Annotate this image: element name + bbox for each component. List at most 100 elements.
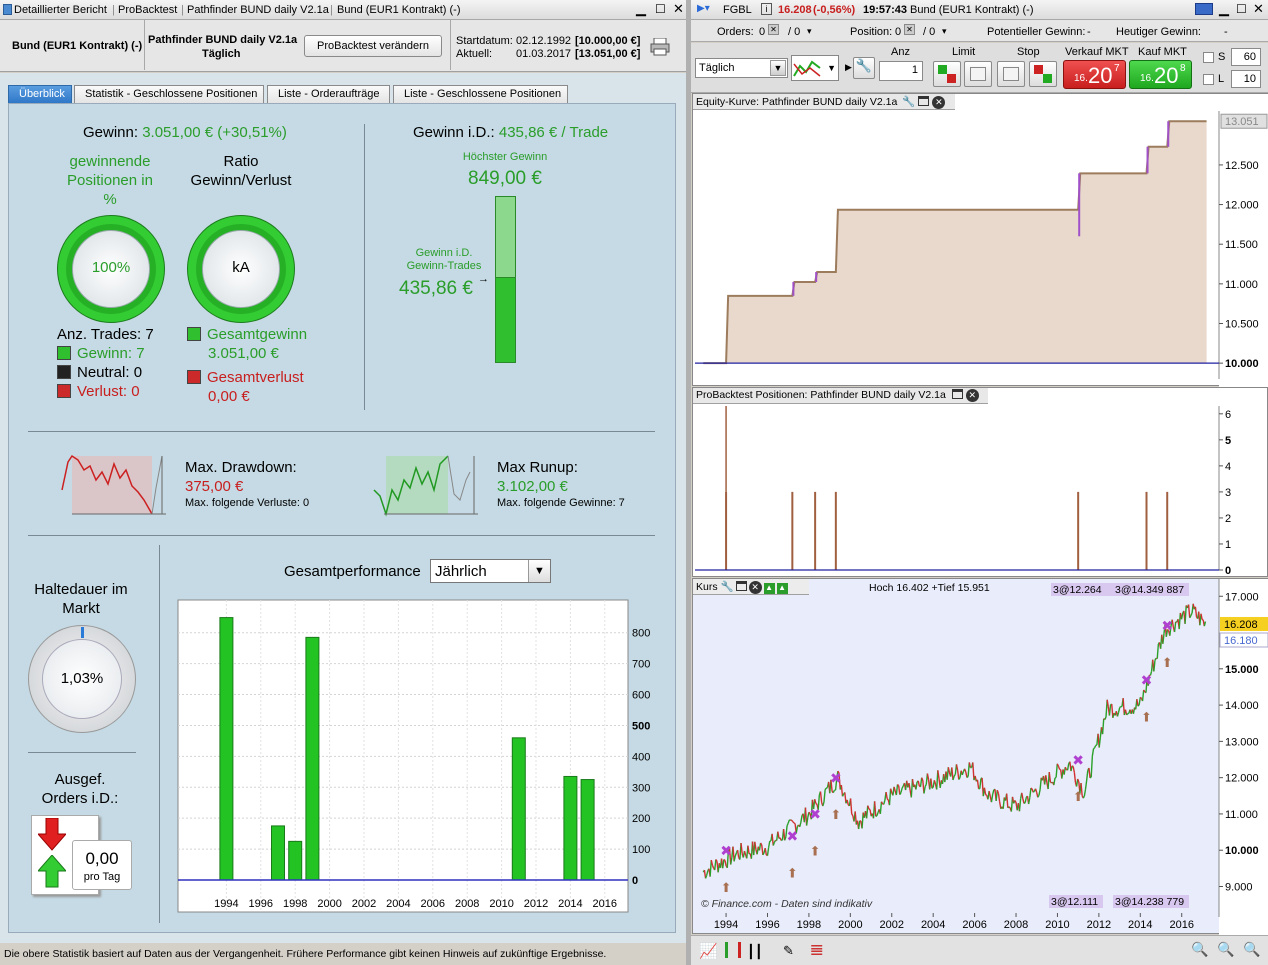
price-candle [998, 801, 1002, 809]
window-icon[interactable] [951, 389, 963, 399]
orders-dropdown-icon[interactable]: ▾ [807, 26, 812, 36]
price-candle [840, 784, 844, 797]
stop-buy-button[interactable] [997, 61, 1025, 87]
pen-icon[interactable]: ✎ [783, 943, 794, 958]
s-input[interactable]: 60 [1231, 48, 1261, 66]
price-candle [937, 770, 940, 779]
window-icon[interactable] [735, 581, 747, 591]
price-candle [743, 850, 747, 856]
printer-icon[interactable] [650, 38, 670, 56]
wrench-icon[interactable]: 🔧 [853, 57, 875, 79]
up-arrow-icon[interactable]: ▲ [776, 583, 788, 594]
price-candle [834, 778, 838, 791]
info-icon[interactable]: i [761, 3, 772, 15]
price-candle [1039, 777, 1042, 790]
price-candle [711, 864, 715, 869]
close-circle-icon[interactable]: ✕ [748, 581, 762, 594]
indicator-icon[interactable]: 𝌆 [810, 942, 824, 959]
window-splitter[interactable] [686, 0, 691, 965]
l-checkbox[interactable] [1203, 74, 1214, 85]
tab-detail-report[interactable]: Detaillierter Bericht [14, 4, 107, 16]
price-candle [1111, 704, 1114, 718]
tab-system[interactable]: Pathfinder BUND daily V2.1a [187, 4, 329, 16]
up-arrow-icon[interactable]: ▲ [763, 583, 775, 594]
close-circle-icon[interactable]: ✕ [965, 389, 979, 402]
y-tick-label: 100 [632, 844, 650, 856]
close-icon[interactable]: ✕ [673, 1, 684, 16]
trade-label: 3@14.238 779 [1115, 896, 1184, 908]
price-candle [1147, 675, 1151, 686]
chart-type-button[interactable]: ▼ [791, 55, 839, 81]
price-candle [924, 784, 927, 788]
price-candle [830, 779, 833, 792]
tab-closed-positions[interactable]: Liste - Geschlossene Positionen [393, 85, 568, 103]
quantity-input[interactable]: 1 [879, 61, 923, 81]
price-candle [911, 779, 915, 788]
price-candle [1122, 698, 1125, 716]
maximize-icon-right[interactable]: ☐ [1236, 2, 1247, 16]
zoom-out-icon[interactable]: 🔍 [1191, 941, 1209, 957]
price-candle [857, 820, 861, 830]
wrench-icon[interactable]: 🔧 [720, 581, 734, 593]
price-candle [947, 767, 951, 774]
buy-market-button[interactable]: 16. 20 8 [1129, 60, 1192, 89]
minimize-icon[interactable]: ▁ [636, 1, 646, 16]
stop-sell-button[interactable] [1029, 61, 1057, 87]
candlestick-icon[interactable] [725, 942, 741, 958]
maximize-icon[interactable]: ☐ [655, 2, 666, 16]
tab-order-list[interactable]: Liste - Orderaufträge [267, 85, 390, 103]
price-candle [706, 870, 709, 876]
y-tick-label: 11.000 [1225, 279, 1258, 291]
performance-chart: 800 700 600 500 400 300 200 100 0 1994 1996 1998 200… [177, 599, 650, 913]
keyboard-icon[interactable] [1195, 3, 1213, 15]
minimize-icon-right[interactable]: ▁ [1219, 1, 1229, 16]
price-panel: 17.000 15.000 14.000 13.000 12.000 11.000 10.0… [692, 578, 1268, 935]
s-checkbox[interactable] [1203, 52, 1214, 63]
expand-icon[interactable]: ▶ [845, 62, 852, 72]
price-candle [1037, 794, 1040, 798]
price-candle [846, 799, 849, 805]
y-tick-label: 9.000 [1225, 881, 1253, 893]
price-candle [808, 811, 811, 815]
position-cancel-icon[interactable]: ✕ [904, 24, 915, 35]
wrench-icon[interactable]: 🔧 [902, 96, 916, 108]
price-candle [1116, 712, 1120, 717]
window-icon[interactable] [918, 96, 930, 106]
y-tick-label: 13.000 [1225, 736, 1259, 748]
price-candle [1162, 633, 1165, 644]
close-circle-icon[interactable]: ✕ [932, 96, 946, 109]
sell-market-button[interactable]: 16. 20 7 [1063, 60, 1126, 89]
tab-instrument[interactable]: Bund (EUR1 Kontrakt) (-) [337, 4, 461, 16]
price-candle [1029, 788, 1032, 798]
bar [288, 840, 303, 881]
chart-icon[interactable]: 📈 [699, 943, 718, 960]
avg-gain-value: 435,86 € [399, 278, 473, 299]
price-candle [1201, 618, 1204, 621]
price-candle [779, 837, 782, 841]
tab-overview[interactable]: Überblick [8, 85, 72, 103]
price-candle [1101, 718, 1105, 735]
limit-sell-button[interactable] [964, 61, 992, 87]
zoom-reset-icon[interactable]: 🔍 [1217, 941, 1235, 957]
zoom-in-icon[interactable]: 🔍 [1243, 941, 1261, 957]
close-icon-right[interactable]: ✕ [1253, 1, 1264, 16]
price-candle [730, 857, 733, 865]
tab-statistics[interactable]: Statistik - Geschlossene Positionen [74, 85, 264, 103]
tab-probacktest[interactable]: ProBacktest [118, 4, 178, 16]
stop-label: Stop [1017, 46, 1040, 58]
chart-menu-icon[interactable]: ▶▾ [697, 3, 710, 14]
total-gain-value: 3.051,00 € [208, 345, 279, 362]
timeframe-select[interactable]: Täglich ▼ [695, 58, 788, 78]
l-input[interactable]: 10 [1231, 70, 1261, 88]
price-candle [795, 826, 799, 834]
y-tick-label: 10.000 [1225, 358, 1259, 370]
y-tick-label: 600 [632, 690, 650, 702]
position-dropdown-icon[interactable]: ▾ [942, 26, 947, 36]
period-select[interactable]: Jährlich ▼ [430, 559, 551, 583]
per-trade-bar-fill [495, 277, 516, 363]
orders-cancel-icon[interactable]: ✕ [768, 24, 779, 35]
bar [305, 636, 320, 881]
modify-backtest-button[interactable]: ProBacktest verändern [304, 35, 442, 57]
limit-buy-button[interactable] [933, 61, 961, 87]
bars-icon[interactable]: ┃┃ [747, 944, 763, 959]
